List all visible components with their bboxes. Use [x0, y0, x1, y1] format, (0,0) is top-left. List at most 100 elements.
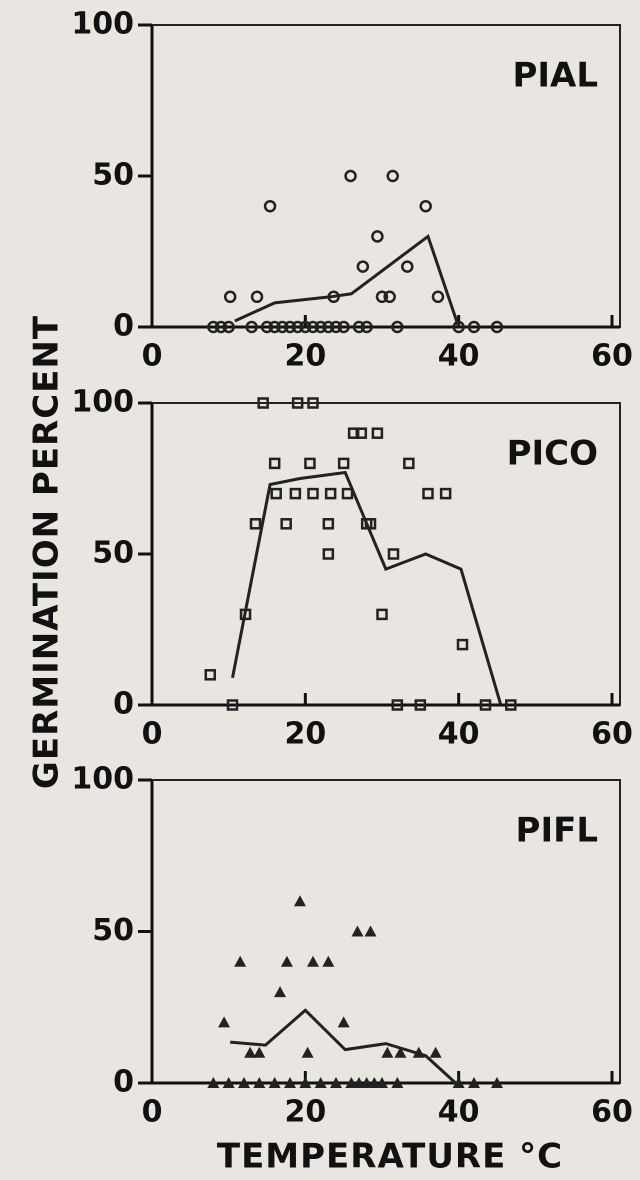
point	[376, 1077, 388, 1088]
point	[371, 230, 384, 243]
point	[391, 320, 404, 334]
point	[368, 1077, 381, 1088]
point	[341, 487, 354, 500]
point	[439, 487, 452, 500]
y-tick-label: 0	[113, 687, 134, 722]
point	[337, 457, 350, 470]
point	[429, 1046, 442, 1058]
y-tick-label: 50	[92, 158, 134, 193]
point	[244, 1046, 257, 1058]
point	[505, 699, 517, 711]
point	[222, 1077, 235, 1088]
point	[452, 320, 465, 334]
point	[268, 1077, 281, 1088]
point	[386, 169, 399, 183]
x-tick-label: 60	[591, 717, 633, 752]
point	[371, 427, 384, 439]
point	[345, 1077, 358, 1088]
y-tick-label: 100	[71, 385, 134, 420]
point	[257, 397, 269, 409]
point	[322, 955, 335, 967]
trend-line	[230, 1008, 457, 1085]
point	[306, 320, 320, 334]
point	[353, 1077, 365, 1088]
point	[364, 925, 377, 937]
point	[375, 290, 389, 304]
point	[223, 290, 237, 304]
point	[314, 320, 327, 334]
x-tick-label: 0	[142, 339, 163, 374]
point	[260, 320, 274, 334]
point	[468, 1077, 480, 1088]
x-tick-label: 40	[438, 339, 480, 374]
x-tick-label: 20	[284, 717, 326, 752]
point	[376, 608, 388, 621]
y-tick-label: 0	[113, 1065, 134, 1100]
x-tick-label: 20	[284, 1095, 326, 1130]
x-axis-label: TEMPERATURE °C	[217, 1137, 563, 1177]
point	[337, 320, 350, 334]
point	[274, 986, 287, 998]
point	[253, 1077, 266, 1088]
x-tick-label: 60	[591, 1095, 633, 1130]
point	[238, 1077, 250, 1088]
point	[414, 699, 427, 711]
point	[291, 397, 304, 409]
y-tick-label: 100	[71, 7, 134, 42]
point	[299, 1077, 312, 1088]
point	[383, 290, 396, 304]
point	[249, 518, 262, 530]
panel-title: PIAL	[512, 56, 598, 96]
panel-title: PICO	[507, 434, 598, 474]
point	[268, 320, 281, 334]
y-tick-label: 50	[92, 536, 134, 571]
point	[263, 199, 277, 213]
point	[270, 487, 282, 500]
point	[307, 487, 319, 500]
point	[301, 1046, 314, 1058]
point	[401, 260, 414, 273]
point	[250, 290, 264, 304]
point	[344, 169, 357, 183]
point	[330, 1077, 342, 1088]
point	[284, 1077, 296, 1088]
point	[234, 955, 247, 967]
point	[356, 260, 370, 273]
y-axis-label: GERMINATION PERCENT	[27, 315, 67, 789]
trend-line	[234, 233, 461, 328]
point	[456, 638, 469, 651]
point	[355, 427, 368, 439]
point	[419, 199, 432, 213]
point	[280, 955, 293, 967]
point	[293, 895, 306, 907]
point	[268, 457, 281, 470]
point	[322, 518, 335, 530]
point	[381, 1046, 394, 1058]
point	[452, 1077, 465, 1088]
y-tick-label: 0	[113, 309, 134, 344]
point	[431, 290, 445, 304]
x-tick-label: 20	[284, 339, 326, 374]
point	[289, 487, 302, 500]
point	[207, 1077, 220, 1088]
y-tick-label: 50	[92, 913, 134, 948]
x-tick-label: 0	[142, 1095, 163, 1130]
point	[394, 1046, 407, 1058]
point	[352, 320, 366, 334]
point	[280, 518, 292, 530]
x-tick-label: 60	[591, 339, 633, 374]
point	[304, 457, 316, 470]
point	[387, 548, 400, 560]
point	[291, 320, 304, 334]
point	[299, 320, 312, 334]
point	[283, 320, 297, 334]
point	[226, 699, 239, 711]
point	[322, 320, 335, 334]
point	[337, 1016, 350, 1028]
point	[467, 320, 481, 334]
point	[360, 320, 373, 334]
point	[347, 427, 360, 439]
trend-line	[231, 470, 503, 706]
point	[276, 320, 289, 334]
point	[307, 955, 319, 967]
